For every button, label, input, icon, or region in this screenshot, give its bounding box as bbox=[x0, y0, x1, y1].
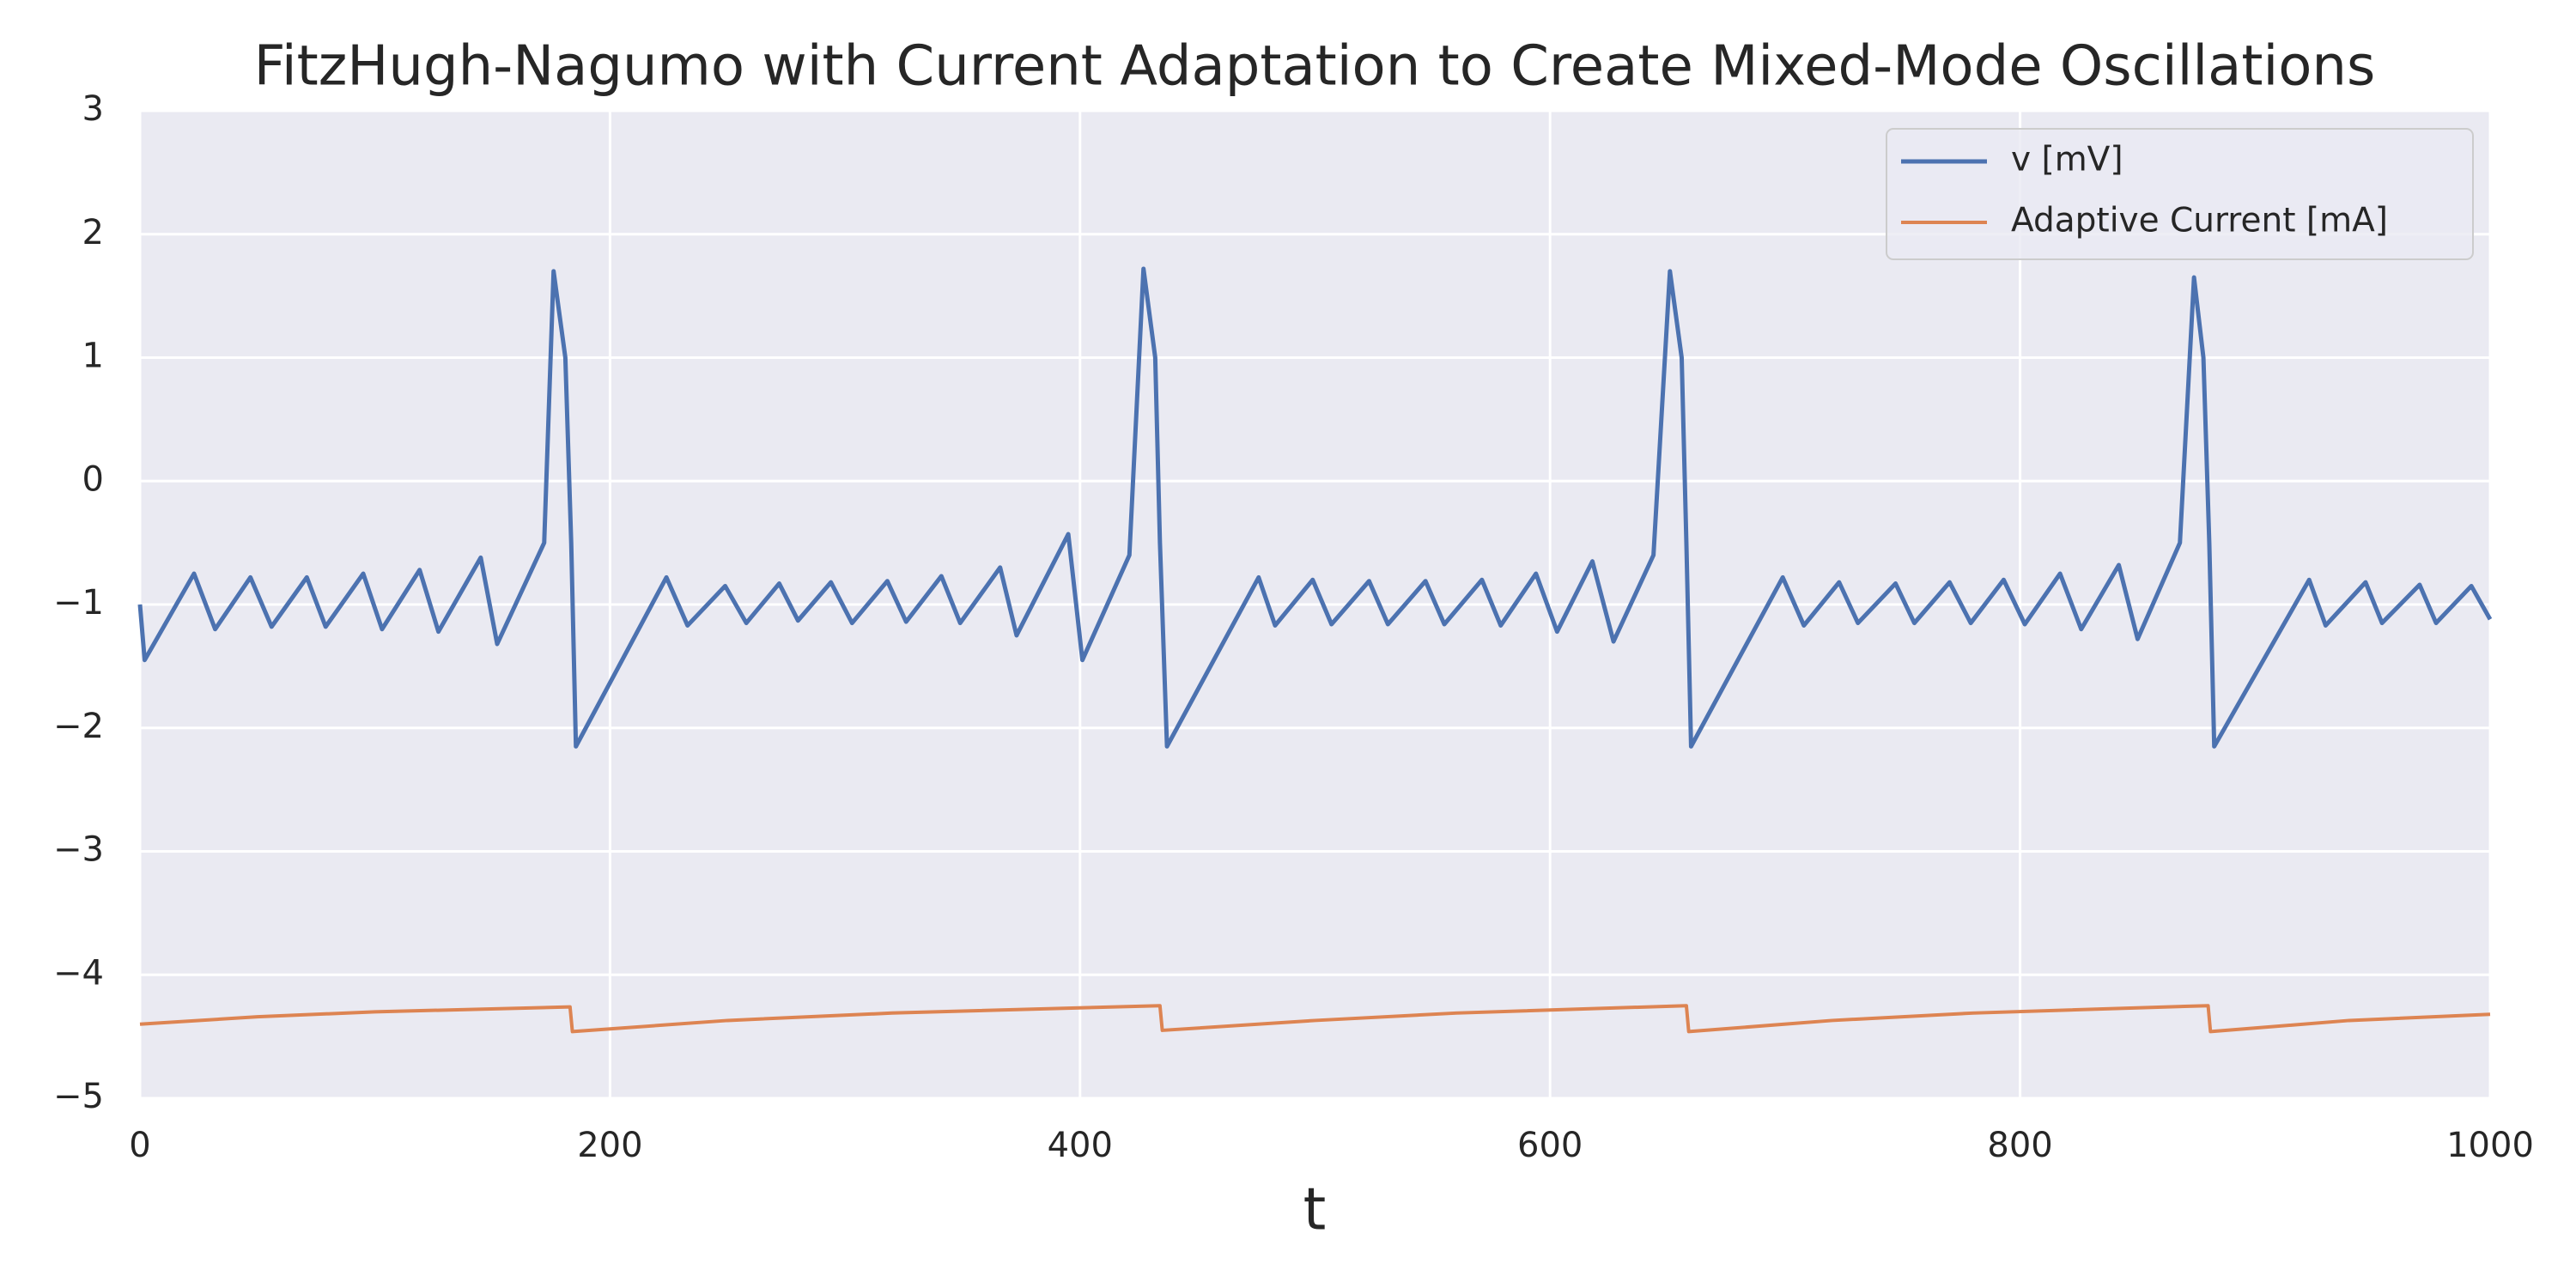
x-tick-label: 1000 bbox=[2446, 1126, 2534, 1165]
y-tick-label: 1 bbox=[82, 337, 104, 376]
x-tick-label: 600 bbox=[1517, 1126, 1583, 1165]
y-tick-label: −2 bbox=[53, 707, 104, 746]
y-tick-label: −4 bbox=[53, 953, 104, 993]
x-tick-label: 800 bbox=[1987, 1126, 2052, 1165]
y-tick-label: −3 bbox=[53, 830, 104, 870]
x-tick-label: 400 bbox=[1048, 1126, 1113, 1165]
legend-label: v [mV] bbox=[2011, 141, 2123, 179]
x-tick-label: 200 bbox=[577, 1126, 642, 1165]
series-line bbox=[139, 1004, 2491, 1034]
y-tick-label: 0 bbox=[82, 459, 104, 499]
x-axis-label: t bbox=[1303, 1176, 1327, 1244]
y-tick-label: 2 bbox=[82, 213, 104, 252]
y-tick-label: 3 bbox=[82, 89, 104, 129]
legend-box bbox=[1886, 128, 2474, 260]
y-tick-label: −5 bbox=[53, 1077, 104, 1116]
legend-label: Adaptive Current [mA] bbox=[2011, 202, 2388, 240]
chart-title: FitzHugh-Nagumo with Current Adaptation … bbox=[254, 35, 2376, 99]
y-tick-label: −1 bbox=[53, 583, 104, 623]
series-line bbox=[137, 266, 2493, 749]
legend: v [mV] Adaptive Current [mA] bbox=[1886, 128, 2474, 260]
x-tick-label: 0 bbox=[129, 1126, 150, 1165]
